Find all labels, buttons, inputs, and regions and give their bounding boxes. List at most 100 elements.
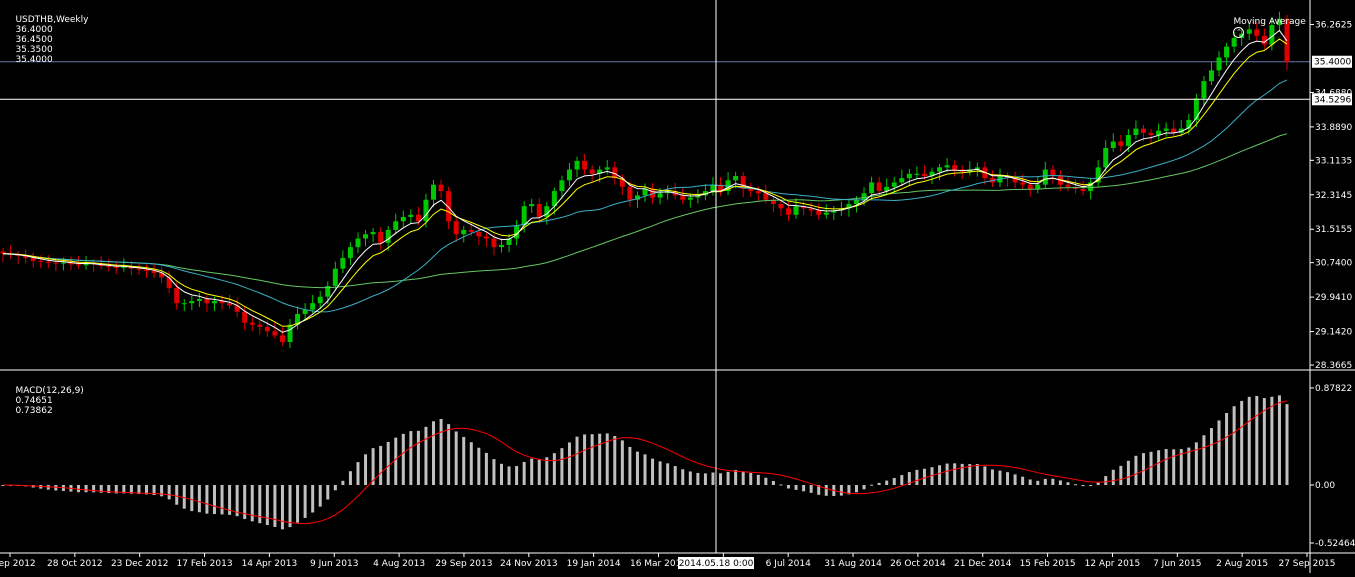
macd-bar (1217, 420, 1221, 485)
candle-body (1224, 46, 1230, 58)
time-label: 27 Sep 2015 (1278, 559, 1335, 569)
candle-body (1080, 188, 1086, 192)
macd-tick-label: 0.87822 (1315, 384, 1352, 394)
candle-body (1231, 38, 1237, 47)
macd-bar (960, 463, 964, 485)
macd-bar (892, 477, 896, 485)
macd-bar (477, 447, 481, 485)
macd-bar (311, 485, 315, 513)
indicator-settings-icon[interactable]: ⌃ (1233, 27, 1245, 38)
indicator-label[interactable]: Moving Average ⌃ (1222, 7, 1306, 48)
candle-body (310, 303, 316, 310)
candle-body (506, 238, 512, 245)
candle-body (1020, 182, 1026, 185)
candle-body (687, 197, 693, 200)
candle-body (1103, 147, 1109, 168)
macd-bar (175, 485, 179, 505)
candle-body (264, 326, 270, 332)
price-tick-label: 33.8890 (1315, 123, 1352, 133)
time-label: 4 Aug 2013 (373, 559, 425, 569)
macd-bar (575, 436, 579, 485)
candle-body (1012, 178, 1018, 183)
macd-bar (190, 485, 194, 512)
macd-bar (250, 485, 254, 522)
macd-bar (613, 436, 617, 485)
candle-body (612, 167, 618, 179)
macd-bar (673, 466, 677, 485)
macd-bar (258, 485, 262, 524)
macd-bar (1111, 469, 1115, 485)
symbol-header: USDTHB,Weekly 36.4000 36.4500 35.3500 35… (4, 5, 88, 75)
macd-bar (839, 485, 843, 496)
macd-bar (734, 469, 738, 485)
macd-bar (212, 485, 216, 515)
candle-body (801, 206, 807, 209)
time-label: 26 Oct 2014 (890, 559, 946, 569)
candle-body (408, 214, 414, 217)
macd-bar (1126, 460, 1130, 485)
price-pane[interactable] (0, 11, 1310, 349)
candle-body (174, 288, 180, 304)
price-tick-label: 28.3665 (1315, 361, 1352, 371)
candle-body (438, 184, 444, 192)
candle-body (929, 171, 935, 176)
macd-bar (915, 469, 919, 485)
candle-body (770, 199, 776, 205)
candle-body (0, 251, 6, 254)
time-label: 2 Sep 2012 (0, 559, 36, 569)
candle-body (1140, 128, 1146, 133)
macd-bar (749, 472, 753, 485)
macd-bar (409, 431, 413, 485)
macd-bar (1262, 398, 1266, 485)
macd-bar (424, 426, 428, 485)
macd-bar (711, 472, 715, 485)
macd-pane[interactable] (1, 395, 1289, 530)
macd-bar (1172, 449, 1176, 485)
candle-body (453, 221, 459, 235)
candle-body (642, 188, 648, 196)
candle-body (476, 232, 482, 237)
candle-body (423, 199, 429, 222)
candle-body (846, 204, 852, 209)
macd-bar (364, 454, 368, 485)
candle-body (355, 238, 361, 248)
macd-bar (1096, 482, 1100, 485)
candle-body (1156, 130, 1162, 136)
candle-body (1163, 128, 1169, 131)
candle-body (332, 268, 338, 286)
candle-body (740, 175, 746, 189)
candle-body (937, 167, 943, 172)
macd-bar (764, 477, 768, 485)
macd-bar (635, 451, 639, 485)
candle-body (461, 229, 467, 235)
candle-body (400, 216, 406, 222)
macd-bar (160, 485, 164, 497)
candle-body (559, 180, 565, 192)
macd-bar (1164, 449, 1168, 485)
candle-body (287, 324, 293, 342)
macd-bar (1209, 428, 1213, 485)
candle-body (853, 199, 859, 205)
macd-bar (862, 485, 866, 490)
time-label: 28 Oct 2012 (47, 559, 103, 569)
candle-body (431, 184, 437, 200)
macd-bar (1277, 395, 1281, 485)
macd-bar (666, 463, 670, 485)
indicator-name: Moving Average (1233, 17, 1306, 27)
candle-body (1276, 18, 1282, 26)
candle-body (347, 247, 353, 258)
macd-bar (182, 485, 186, 509)
candle-body (974, 167, 980, 170)
macd-bar (1255, 395, 1259, 485)
time-label: 6 Jul 2014 (766, 559, 811, 569)
candle-body (718, 184, 724, 192)
price-tick-label: 29.1420 (1315, 328, 1352, 338)
candle-body (393, 221, 399, 230)
macd-tick-label: 0.00 (1315, 481, 1335, 491)
macd-bar (802, 485, 806, 492)
macd-bar (598, 433, 602, 485)
time-label: 16 Mar 2014 (630, 559, 687, 569)
macd-bar (129, 485, 133, 494)
